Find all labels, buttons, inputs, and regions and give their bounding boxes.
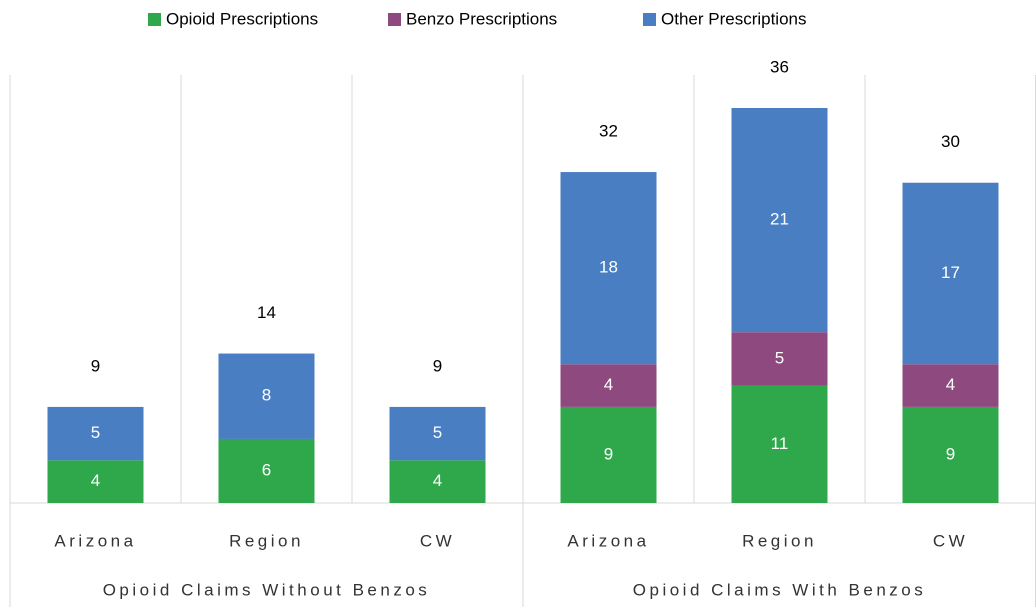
total-label: 9 [91,356,100,375]
segment-label: 8 [262,386,271,405]
segment-label: 17 [941,263,960,282]
total-label: 32 [599,122,618,141]
segment-label: 9 [946,444,955,463]
bar-segment [902,364,999,407]
segment-label: 4 [433,471,442,490]
segment-label: 4 [91,471,100,490]
bar-segment [560,364,657,407]
x-tick-label: Region [742,531,817,550]
bar-segment [218,353,315,439]
bar-segment [47,406,144,461]
legend-label: Opioid Prescriptions [166,9,318,28]
segment-label: 21 [770,210,789,229]
segment-label: 11 [771,434,789,453]
legend-swatch [388,13,401,26]
segment-label: 9 [604,444,613,463]
total-label: 9 [433,356,442,375]
segment-label: 4 [946,375,955,394]
total-label: 14 [257,303,276,322]
bar-segment [560,172,657,365]
segment-label: 5 [91,423,100,442]
x-tick-label: CW [933,531,968,550]
legend-label: Other Prescriptions [661,9,807,28]
bar-segment [218,438,315,503]
group-label: Opioid Claims Without Benzos [103,580,431,599]
x-tick-label: Region [229,531,304,550]
x-tick-label: Arizona [54,531,136,550]
x-tick-label: Arizona [567,531,649,550]
legend-swatch [148,13,161,26]
segment-label: 4 [604,375,613,394]
bar-segment [902,182,999,365]
bar-segment [47,460,144,503]
segment-label: 5 [775,348,784,367]
total-label: 36 [770,57,789,76]
total-label: 30 [941,132,960,151]
legend-label: Benzo Prescriptions [406,9,557,28]
segment-label: 6 [262,460,271,479]
segment-label: 18 [599,258,618,277]
bar-segment [389,406,486,461]
segment-label: 5 [433,423,442,442]
group-label: Opioid Claims With Benzos [633,580,926,599]
bar-segment [731,385,828,503]
bar-segment [902,406,999,503]
x-tick-label: CW [420,531,455,550]
bar-segment [731,332,828,386]
bar-segment [389,460,486,503]
bar-segment [731,108,828,333]
legend-swatch [643,13,656,26]
bar-segment [560,406,657,503]
